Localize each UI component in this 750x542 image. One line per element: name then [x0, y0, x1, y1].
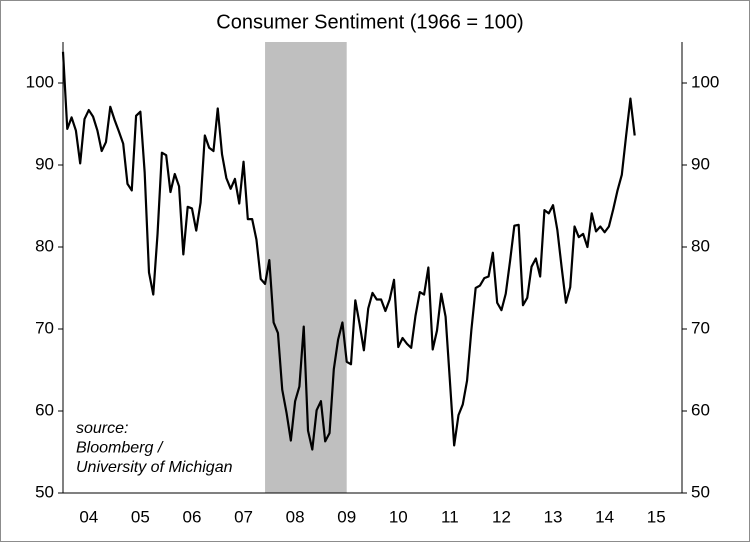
x-tick-label: 08: [286, 507, 305, 526]
x-tick-label: 07: [234, 507, 253, 526]
y2-tick-label: 70: [691, 318, 710, 337]
y-tick-label: 60: [35, 400, 54, 419]
y-tick-label: 70: [35, 318, 54, 337]
chart-title: Consumer Sentiment (1966 = 100): [216, 11, 523, 33]
x-tick-label: 15: [647, 507, 666, 526]
y-tick-label: 80: [35, 236, 54, 255]
source-note: source:: [76, 420, 128, 437]
y2-tick-label: 60: [691, 400, 710, 419]
x-tick-label: 09: [337, 507, 356, 526]
y-tick-label: 50: [35, 482, 54, 501]
y2-tick-label: 80: [691, 236, 710, 255]
recession-shade: [265, 42, 347, 493]
x-tick-label: 05: [131, 507, 150, 526]
y2-tick-label: 100: [691, 72, 719, 91]
x-tick-label: 14: [595, 507, 614, 526]
sentiment-line: [61, 51, 636, 451]
x-tick-label: 11: [441, 507, 459, 526]
x-tick-label: 13: [544, 507, 563, 526]
y2-tick-label: 50: [691, 482, 710, 501]
y-tick-label: 100: [26, 72, 54, 91]
y-tick-label: 90: [35, 154, 54, 173]
source-note: University of Michigan: [76, 459, 233, 476]
x-tick-label: 10: [389, 507, 408, 526]
x-tick-label: 12: [492, 507, 511, 526]
y2-tick-label: 90: [691, 154, 710, 173]
x-tick-label: 06: [182, 507, 201, 526]
x-tick-label: 04: [79, 507, 98, 526]
source-note: Bloomberg /: [76, 440, 164, 457]
